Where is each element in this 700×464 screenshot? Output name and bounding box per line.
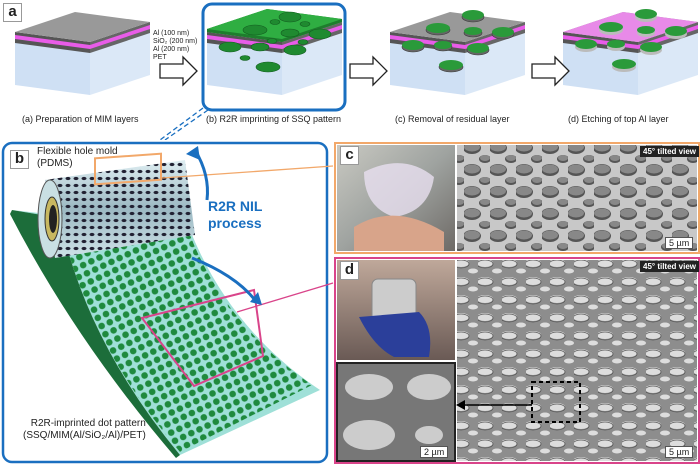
panel-c-view-label: 45° tilted view — [640, 146, 699, 157]
pattern-caption-line2: (SSQ/MIM(Al/SiO₂/Al)/PET) — [23, 430, 146, 441]
pattern-caption-line1: R2R-imprinted dot pattern — [30, 418, 146, 429]
pattern-caption: R2R-imprinted dot pattern (SSQ/MIM(Al/Si… — [23, 418, 146, 442]
panel-d-scale-bar: 5 µm — [665, 446, 694, 458]
mold-caption-line2: (PDMS) — [37, 158, 73, 169]
mold-caption-line1: Flexible hole mold — [37, 146, 118, 157]
panel-c-label: c — [340, 146, 359, 165]
panel-a-drawing — [15, 2, 698, 140]
process-arrows — [159, 55, 570, 87]
sem-dot-image — [457, 260, 697, 461]
step-c-caption: (c) Removal of residual layer — [395, 114, 510, 124]
step-a-caption: (a) Preparation of MIM layers — [22, 114, 139, 124]
mold-zoom-box — [94, 152, 162, 186]
layer-sio2: SiO₂ (200 nm) — [153, 38, 198, 45]
layer-al-top: Al (100 nm) — [153, 30, 190, 37]
step-b-caption: (b) R2R imprinting of SSQ pattern — [206, 114, 342, 124]
panel-b-drawing — [1, 141, 334, 464]
panel-c-scale-bar: 5 µm — [665, 237, 694, 249]
panel-d-drawing — [334, 257, 700, 464]
step-b-highlight — [201, 2, 347, 112]
layer-al-bottom: Al (200 nm) — [153, 46, 190, 53]
inset-scale-bar: 2 µm — [420, 446, 449, 458]
panel-d-label: d — [340, 261, 359, 280]
layer-legend: Al (100 nm) SiO₂ (200 nm) Al (200 nm) PE… — [153, 30, 197, 62]
layer-pet: PET — [153, 54, 167, 61]
process-caption: R2R NIL process — [208, 198, 262, 232]
process-caption-line2: process — [208, 215, 262, 231]
panel-b-label: b — [10, 150, 29, 169]
mold-caption: Flexible hole mold (PDMS) — [37, 146, 118, 170]
inset-source-box — [531, 381, 581, 423]
panel-a-label: a — [3, 3, 22, 22]
panel-c-drawing — [334, 142, 700, 254]
sem-hole-image — [457, 145, 697, 251]
ssq-dots-b — [218, 11, 332, 73]
panel-d-view-label: 45° tilted view — [640, 261, 699, 272]
pattern-zoom-box — [140, 288, 265, 388]
step-d-caption: (d) Etching of top Al layer — [568, 114, 669, 124]
process-caption-line1: R2R NIL — [208, 198, 263, 214]
